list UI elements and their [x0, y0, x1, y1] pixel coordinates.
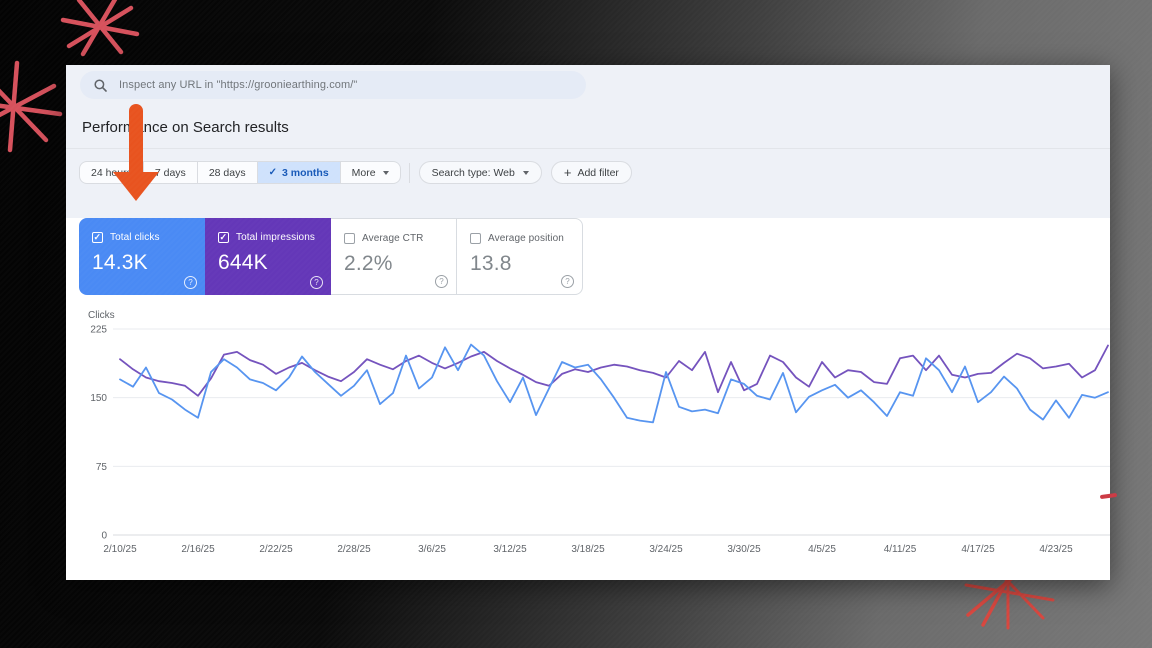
- page-title: Performance on Search results: [82, 119, 289, 136]
- checkbox-icon[interactable]: [470, 233, 481, 244]
- average-position-card[interactable]: Average position 13.8 ?: [457, 218, 583, 295]
- metric-value: 2.2%: [344, 252, 393, 275]
- svg-text:3/24/25: 3/24/25: [649, 544, 683, 555]
- svg-text:150: 150: [90, 393, 107, 404]
- range-more-button[interactable]: More: [340, 161, 401, 184]
- svg-text:4/23/25: 4/23/25: [1039, 544, 1073, 555]
- search-icon: [94, 78, 107, 92]
- metric-value: 644K: [218, 251, 268, 274]
- svg-text:4/11/25: 4/11/25: [884, 544, 917, 555]
- plus-icon: +: [563, 165, 572, 180]
- svg-text:Clicks: Clicks: [88, 310, 115, 321]
- svg-text:2/28/25: 2/28/25: [337, 544, 371, 555]
- url-inspect-searchbar[interactable]: Inspect any URL in "https://grooniearthi…: [80, 71, 586, 99]
- total-clicks-line: [119, 343, 1109, 424]
- help-icon[interactable]: ?: [310, 276, 323, 289]
- svg-text:3/12/25: 3/12/25: [493, 544, 527, 555]
- svg-text:3/6/25: 3/6/25: [418, 544, 446, 555]
- add-filter-button[interactable]: + Add filter: [550, 161, 632, 184]
- help-icon[interactable]: ?: [561, 275, 574, 288]
- performance-chart: 0 75 150 225 Clicks 2/10/25 2/16/25 2/22/25 2/28…: [88, 310, 1110, 555]
- caret-down-icon: [382, 170, 389, 175]
- range-7-days-button[interactable]: 7 days: [143, 161, 198, 184]
- total-clicks-card[interactable]: Total clicks 14.3K ?: [79, 218, 205, 295]
- search-type-dropdown[interactable]: Search type: Web: [418, 161, 542, 184]
- range-24-hours-button[interactable]: 24 hours: [79, 161, 144, 184]
- svg-text:225: 225: [90, 325, 107, 336]
- range-3-months-button[interactable]: ✓ 3 months: [257, 161, 341, 184]
- svg-text:0: 0: [101, 531, 107, 542]
- header-divider: [66, 148, 1110, 149]
- total-impressions-card[interactable]: Total impressions 644K ?: [205, 218, 331, 295]
- metric-value: 14.3K: [92, 251, 148, 274]
- caret-down-icon: [522, 170, 529, 175]
- starburst-icon: [60, 0, 140, 57]
- svg-text:4/5/25: 4/5/25: [808, 544, 836, 555]
- starburst-icon: [0, 60, 63, 153]
- check-icon: ✓: [268, 167, 277, 178]
- metric-cards-row: Total clicks 14.3K ? Total impressions 6…: [79, 218, 583, 295]
- help-icon[interactable]: ?: [435, 275, 448, 288]
- help-icon[interactable]: ?: [184, 276, 197, 289]
- toolbar-separator: [408, 162, 410, 183]
- checkbox-icon[interactable]: [92, 232, 103, 243]
- average-ctr-card[interactable]: Average CTR 2.2% ?: [331, 218, 457, 295]
- checkbox-icon[interactable]: [218, 232, 229, 243]
- svg-text:75: 75: [96, 462, 108, 473]
- svg-text:3/18/25: 3/18/25: [571, 544, 605, 555]
- search-placeholder: Inspect any URL in "https://grooniearthi…: [119, 79, 358, 91]
- screenshot-panel: Inspect any URL in "https://grooniearthi…: [66, 65, 1110, 580]
- range-28-days-button[interactable]: 28 days: [197, 161, 258, 184]
- svg-text:4/17/25: 4/17/25: [961, 544, 995, 555]
- metric-value: 13.8: [470, 252, 512, 275]
- total-impressions-line: [119, 344, 1109, 397]
- svg-text:2/16/25: 2/16/25: [181, 544, 215, 555]
- svg-text:3/30/25: 3/30/25: [727, 544, 761, 555]
- svg-text:2/10/25: 2/10/25: [103, 544, 137, 555]
- checkbox-icon[interactable]: [344, 233, 355, 244]
- svg-text:2/22/25: 2/22/25: [259, 544, 293, 555]
- filter-toolbar: 24 hours 7 days 28 days ✓ 3 months More …: [79, 161, 632, 184]
- date-range-segmented-control: 24 hours 7 days 28 days ✓ 3 months More: [79, 161, 401, 184]
